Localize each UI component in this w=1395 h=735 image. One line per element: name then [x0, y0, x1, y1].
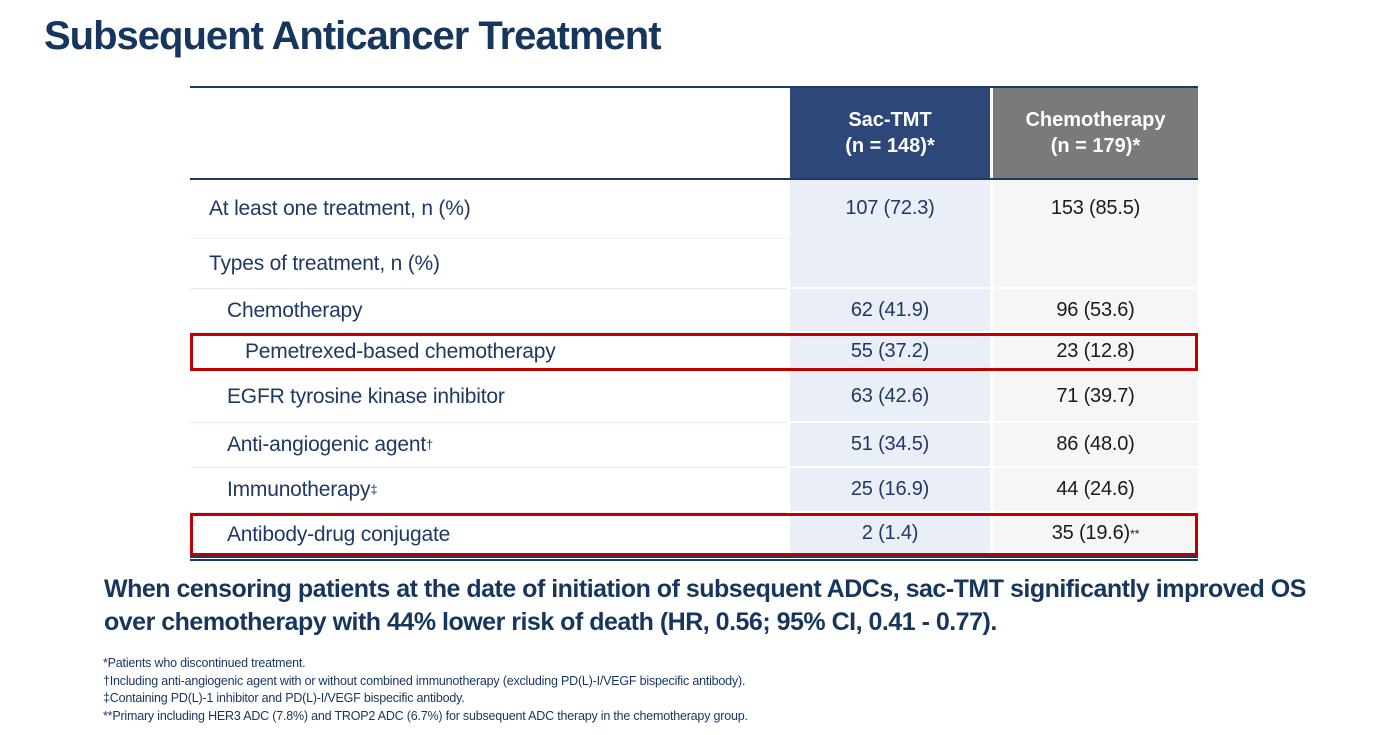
chemo-value	[990, 239, 1198, 289]
chemo-value: 86 (48.0)	[990, 423, 1198, 468]
footnote-dagger: †Including anti-angiogenic agent with or…	[103, 673, 746, 688]
sac-value: 55 (37.2)	[787, 333, 990, 371]
table-row: At least one treatment, n (%) 107 (72.3)…	[190, 180, 1198, 239]
header-sac-name: Sac-TMT	[848, 109, 932, 131]
subsequent-treatment-table: Sac-TMT (n = 148)* Chemotherapy (n = 179…	[190, 86, 1198, 556]
chemo-value: 96 (53.6)	[990, 289, 1198, 333]
sac-value: 25 (16.9)	[787, 468, 990, 513]
header-chemotherapy: Chemotherapy (n = 179)*	[990, 88, 1198, 178]
key-finding-statement: When censoring patients at the date of i…	[104, 575, 1306, 636]
row-label: Anti-angiogenic agent	[227, 433, 426, 456]
header-chemo-n: (n = 179)*	[1050, 135, 1141, 157]
chemo-value: 44 (24.6)	[990, 468, 1198, 513]
chemo-value: 71 (39.7)	[990, 371, 1198, 423]
table-header-row: Sac-TMT (n = 148)* Chemotherapy (n = 179…	[190, 88, 1198, 180]
row-label: Pemetrexed-based chemotherapy	[245, 340, 556, 363]
row-label: At least one treatment, n (%)	[209, 197, 471, 220]
header-sac-n: (n = 148)*	[845, 135, 935, 157]
header-chemo-name: Chemotherapy	[1025, 109, 1166, 131]
sac-value: 63 (42.6)	[787, 371, 990, 423]
table-row: EGFR tyrosine kinase inhibitor 63 (42.6)…	[190, 371, 1198, 423]
table-row: Types of treatment, n (%)	[190, 239, 1198, 289]
sac-value: 2 (1.4)	[787, 513, 990, 556]
table-row: Chemotherapy 62 (41.9) 96 (53.6)	[190, 289, 1198, 333]
row-label: Chemotherapy	[227, 298, 363, 322]
row-label: Antibody-drug conjugate	[227, 522, 451, 546]
table-bottom-double-rule	[190, 556, 1198, 561]
sac-value: 62 (41.9)	[787, 289, 990, 333]
footnotes: *Patients who discontinued treatment. †I…	[103, 655, 1395, 725]
row-label: Immunotherapy	[227, 478, 371, 501]
chemo-value: 23 (12.8)	[990, 333, 1198, 371]
header-empty-cell	[190, 88, 787, 178]
row-label: EGFR tyrosine kinase inhibitor	[227, 384, 505, 408]
row-label: Types of treatment, n (%)	[209, 251, 440, 275]
chemo-value: 35 (19.6)	[1051, 522, 1130, 544]
table-row: Immunotherapy ‡ 25 (16.9) 44 (24.6)	[190, 468, 1198, 513]
sac-value	[787, 239, 990, 289]
chemo-value: 153 (85.5)	[990, 180, 1198, 239]
sac-value: 51 (34.5)	[787, 423, 990, 468]
page-title: Subsequent Anticancer Treatment	[44, 14, 662, 58]
sac-value: 107 (72.3)	[787, 180, 990, 239]
footnote-asterisk: *Patients who discontinued treatment.	[103, 656, 306, 670]
table-row-highlighted-adc: Antibody-drug conjugate 2 (1.4) 35 (19.6…	[190, 513, 1198, 556]
table-row: Anti-angiogenic agent † 51 (34.5) 86 (48.…	[190, 423, 1198, 468]
footnote-double-asterisk: **Primary including HER3 ADC (7.8%) and …	[103, 708, 748, 723]
slide: Subsequent Anticancer Treatment Sac-TMT …	[0, 14, 1395, 735]
header-sac-tmt: Sac-TMT (n = 148)*	[787, 88, 990, 178]
footnote-double-dagger: ‡Containing PD(L)-1 inhibitor and PD(L)-…	[103, 691, 465, 705]
table-row-highlighted-pemetrexed: Pemetrexed-based chemotherapy 55 (37.2) …	[190, 333, 1198, 371]
